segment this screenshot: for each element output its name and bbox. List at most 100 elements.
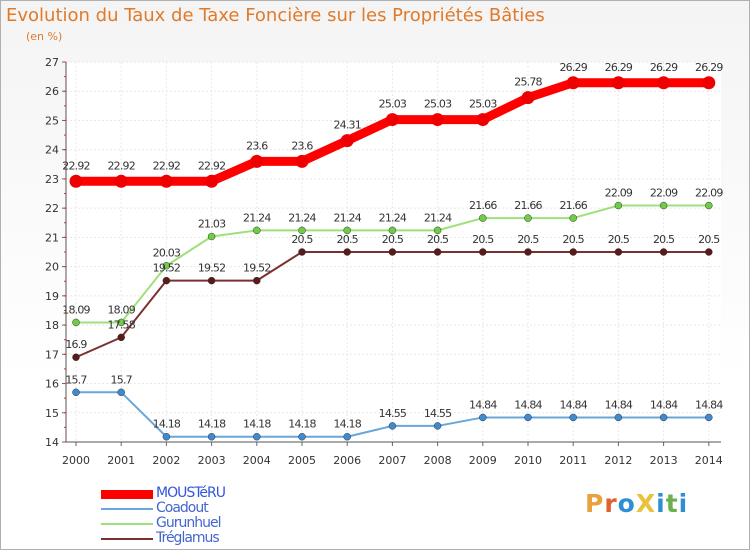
data-point <box>659 413 668 422</box>
legend-swatch <box>101 508 153 510</box>
y-tick-label: 14 <box>45 436 59 449</box>
legend-swatch <box>101 489 153 499</box>
legend-label: Coadout <box>156 500 209 516</box>
data-label: 20.5 <box>698 233 720 246</box>
data-label: 14.84 <box>559 398 587 411</box>
data-point <box>253 276 261 285</box>
data-point <box>343 226 351 235</box>
data-label: 25.78 <box>514 76 542 89</box>
data-point <box>524 413 532 422</box>
data-point <box>433 248 442 256</box>
data-point <box>162 432 171 441</box>
data-point <box>72 388 80 397</box>
y-tick-label: 25 <box>45 114 59 127</box>
y-tick-label: 20 <box>45 261 59 274</box>
data-point <box>431 113 445 127</box>
data-point <box>705 248 713 256</box>
data-point <box>117 318 125 327</box>
data-point <box>207 232 216 241</box>
y-tick-label: 15 <box>45 407 59 420</box>
x-tick-label: 2010 <box>514 454 542 467</box>
data-label: 14.55 <box>424 407 452 420</box>
data-label: 19.52 <box>198 262 226 275</box>
x-tick-label: 2007 <box>378 454 406 467</box>
y-tick-label: 18 <box>45 319 59 332</box>
x-tick-label: 2000 <box>62 454 90 467</box>
x-tick-label: 2005 <box>288 454 316 467</box>
data-label: 14.84 <box>514 398 542 411</box>
data-point <box>207 276 216 285</box>
data-label: 22.09 <box>605 187 633 200</box>
data-label: 18.09 <box>62 303 90 316</box>
data-point <box>253 226 261 235</box>
data-label: 20.5 <box>337 233 359 246</box>
legend-label: MOUSTéRU <box>156 485 226 501</box>
data-point <box>569 413 577 422</box>
data-label: 25.03 <box>469 98 497 111</box>
data-point <box>72 353 80 361</box>
x-tick-label: 2002 <box>152 454 180 467</box>
data-point <box>343 248 351 256</box>
data-point <box>702 76 716 90</box>
x-tick-label: 2004 <box>243 454 271 467</box>
data-label: 14.18 <box>333 418 361 431</box>
data-label: 14.84 <box>605 398 633 411</box>
data-label: 25.03 <box>379 98 407 111</box>
x-tick-label: 2011 <box>559 454 587 467</box>
data-label: 26.29 <box>605 61 633 74</box>
data-label: 15.7 <box>65 373 87 386</box>
data-label: 14.18 <box>288 418 316 431</box>
data-label: 26.29 <box>695 61 723 74</box>
data-point <box>253 432 261 441</box>
data-point <box>340 134 354 148</box>
data-point <box>385 113 399 127</box>
legend-label: Gurunhuel <box>156 515 221 531</box>
x-tick-label: 2001 <box>107 454 135 467</box>
data-point <box>298 226 306 235</box>
data-label: 21.03 <box>198 218 226 231</box>
data-label: 14.18 <box>243 418 271 431</box>
data-label: 21.24 <box>424 211 452 224</box>
data-point <box>479 413 487 422</box>
data-point <box>524 214 532 222</box>
y-tick-label: 24 <box>45 144 59 157</box>
logo-letter: P <box>585 489 605 518</box>
legend-swatch <box>101 523 153 525</box>
data-label: 20.5 <box>608 233 630 246</box>
data-label: 22.92 <box>153 159 181 172</box>
data-point <box>614 413 623 422</box>
x-tick-label: 2012 <box>604 454 632 467</box>
data-point <box>476 113 490 127</box>
data-label: 21.66 <box>559 199 587 212</box>
data-point <box>614 248 623 256</box>
y-tick-label: 16 <box>45 378 59 391</box>
x-tick-label: 2009 <box>469 454 497 467</box>
data-point <box>521 91 535 105</box>
data-label: 23.6 <box>291 139 313 152</box>
legend-label: Tréglamus <box>156 530 220 546</box>
logo-letter: i <box>656 489 666 518</box>
data-label: 25.03 <box>424 98 452 111</box>
data-label: 17.58 <box>107 318 135 331</box>
y-tick-label: 23 <box>45 173 59 186</box>
data-label: 14.84 <box>695 398 723 411</box>
data-label: 21.24 <box>243 211 271 224</box>
data-label: 21.24 <box>379 211 407 224</box>
data-point <box>298 432 306 441</box>
y-tick-label: 19 <box>45 290 59 303</box>
data-point <box>72 318 80 327</box>
y-tick-label: 21 <box>45 231 59 244</box>
logo-letter: X <box>635 489 657 518</box>
logo-letter: i <box>678 489 689 518</box>
data-label: 21.66 <box>514 199 542 212</box>
data-point <box>114 174 128 188</box>
data-point <box>388 422 397 430</box>
data-point <box>159 174 173 188</box>
data-label: 22.92 <box>107 159 135 172</box>
data-point <box>614 201 623 210</box>
y-tick-label: 27 <box>45 56 59 69</box>
data-point <box>569 248 577 256</box>
data-label: 18.09 <box>107 303 135 316</box>
data-point <box>659 248 668 256</box>
